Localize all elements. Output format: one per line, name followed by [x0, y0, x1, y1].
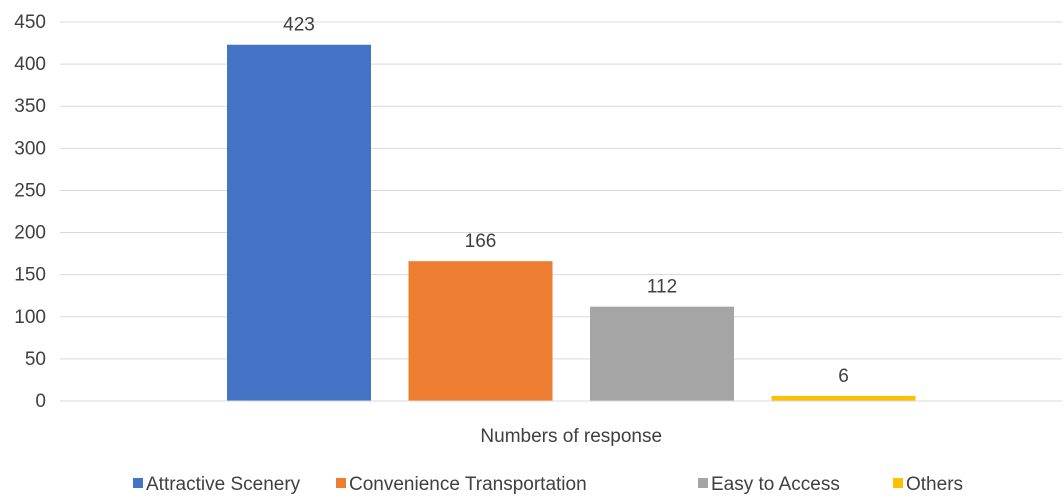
y-tick-label: 200 [14, 223, 46, 244]
legend-label: Attractive Scenery [146, 474, 301, 495]
data-label: 6 [838, 366, 849, 387]
legend-swatch [133, 478, 143, 488]
y-tick-label: 150 [14, 265, 46, 286]
bar-easy-to-access[interactable] [590, 306, 734, 401]
y-tick-label: 400 [14, 54, 46, 75]
y-tick-label: 450 [14, 12, 46, 33]
legend-item-convenience-transportation[interactable]: Convenience Transportation [336, 474, 587, 495]
data-label: 112 [647, 277, 677, 298]
legend-item-others[interactable]: Others [893, 474, 963, 495]
y-tick-label: 50 [25, 349, 46, 370]
y-tick-label: 0 [35, 391, 46, 412]
bars [227, 44, 916, 402]
y-tick-label: 100 [14, 307, 46, 328]
legend-swatch [893, 478, 903, 488]
data-label: 166 [465, 231, 497, 252]
legend[interactable]: Attractive Scenery Convenience Transporta… [133, 474, 963, 495]
data-labels: 423 166 112 6 [283, 15, 849, 387]
y-axis-tick-labels: 0 50 100 150 200 250 300 350 400 450 [14, 12, 46, 412]
bar-others[interactable] [771, 395, 916, 401]
bar-attractive-scenery[interactable] [227, 44, 371, 402]
bar-convenience-transportation[interactable] [408, 261, 553, 401]
legend-swatch [698, 478, 708, 488]
legend-swatch [336, 478, 346, 488]
legend-label: Easy to Access [711, 474, 840, 495]
legend-label: Convenience Transportation [349, 474, 587, 495]
x-axis-category-label: Numbers of response [480, 426, 662, 447]
data-label: 423 [283, 15, 315, 36]
y-tick-label: 250 [14, 180, 46, 201]
legend-item-attractive-scenery[interactable]: Attractive Scenery [133, 474, 301, 495]
legend-label: Others [906, 474, 963, 495]
y-tick-label: 300 [14, 138, 46, 159]
gridlines [60, 21, 1062, 360]
legend-item-easy-to-access[interactable]: Easy to Access [698, 474, 840, 495]
y-tick-label: 350 [14, 96, 46, 117]
